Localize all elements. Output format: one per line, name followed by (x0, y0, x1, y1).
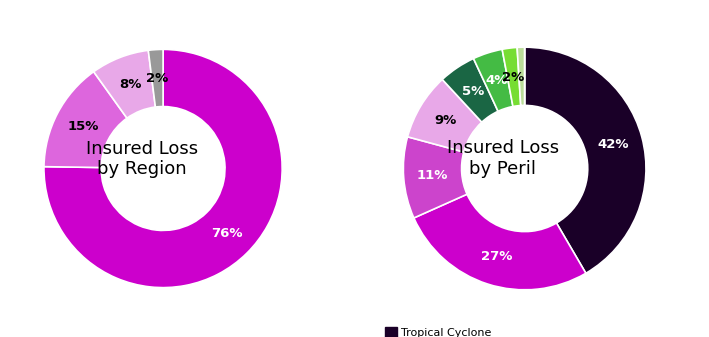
Text: 42%: 42% (598, 138, 630, 151)
Wedge shape (442, 59, 498, 122)
Text: 5%: 5% (462, 86, 484, 98)
Text: 2%: 2% (502, 70, 525, 84)
Text: 15%: 15% (67, 120, 99, 133)
Wedge shape (414, 194, 586, 290)
Wedge shape (148, 50, 163, 107)
Text: 8%: 8% (119, 78, 141, 91)
Wedge shape (44, 72, 127, 167)
Text: 4%: 4% (485, 74, 508, 87)
Wedge shape (44, 50, 282, 287)
Wedge shape (517, 47, 525, 105)
Wedge shape (474, 49, 513, 111)
Wedge shape (94, 50, 155, 118)
Text: 76%: 76% (211, 226, 242, 240)
Text: Insured Loss
by Peril: Insured Loss by Peril (447, 140, 559, 178)
Wedge shape (502, 48, 520, 106)
Text: 2%: 2% (146, 72, 169, 85)
Wedge shape (403, 137, 467, 218)
Legend: Tropical Cyclone, Severe Convective Storm, Drought, Flooding, Winter Weather, EU: Tropical Cyclone, Severe Convective Stor… (382, 324, 546, 337)
Text: Insured Loss
by Region: Insured Loss by Region (86, 140, 198, 178)
Wedge shape (408, 80, 482, 152)
Text: 9%: 9% (435, 114, 457, 127)
Text: 27%: 27% (481, 250, 512, 263)
Wedge shape (525, 47, 646, 273)
Text: 11%: 11% (417, 169, 448, 182)
